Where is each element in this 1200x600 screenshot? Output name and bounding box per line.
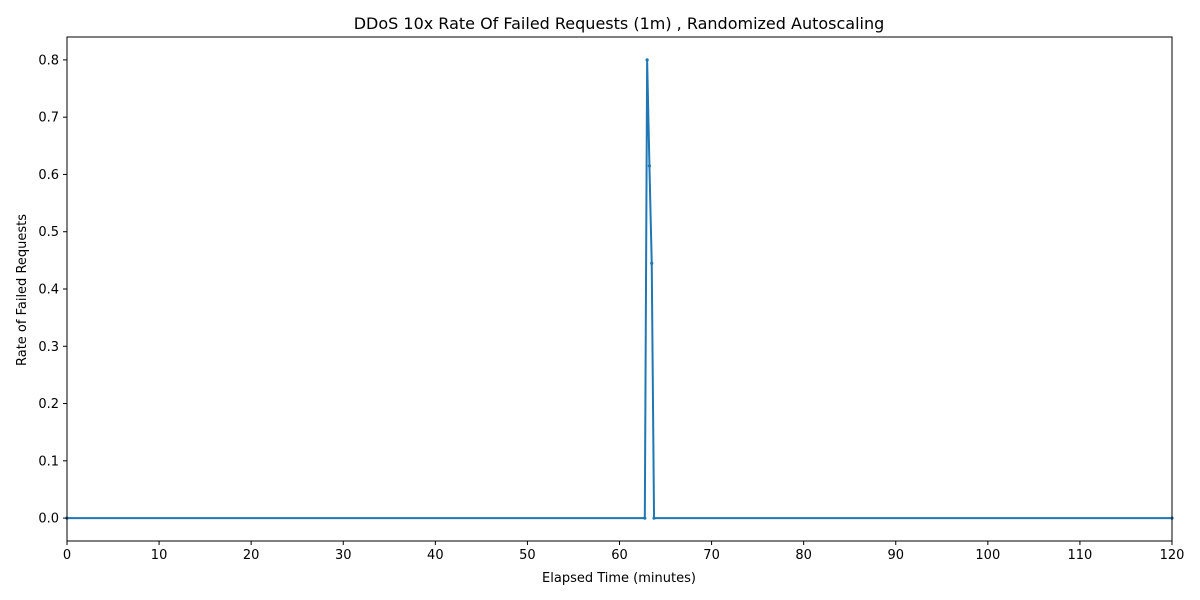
plot-frame xyxy=(66,36,1173,542)
data-point xyxy=(643,516,647,520)
x-tick-label: 50 xyxy=(519,548,536,563)
y-tick-label: 0.3 xyxy=(38,340,59,355)
plot-area xyxy=(65,36,1174,542)
chart-title: DDoS 10x Rate Of Failed Requests (1m) , … xyxy=(354,14,885,33)
x-tick-label: 80 xyxy=(795,548,812,563)
x-axis: 0 10 20 30 40 50 60 70 80 90 100 110 120 xyxy=(63,541,1185,563)
series-line xyxy=(67,58,1172,520)
y-tick-label: 0.8 xyxy=(38,53,59,68)
x-tick-label: 10 xyxy=(151,548,168,563)
x-tick-label: 120 xyxy=(1160,548,1185,563)
data-point xyxy=(650,261,654,265)
y-tick-label: 0.5 xyxy=(38,225,59,240)
x-tick-label: 90 xyxy=(887,548,904,563)
x-tick-label: 20 xyxy=(243,548,260,563)
y-tick-label: 0.4 xyxy=(38,283,59,298)
y-tick-label: 0.0 xyxy=(38,512,59,527)
data-point xyxy=(645,58,649,62)
data-point xyxy=(652,516,656,520)
x-tick-label: 0 xyxy=(63,548,71,563)
y-tick-label: 0.7 xyxy=(38,111,59,126)
x-tick-label: 40 xyxy=(427,548,444,563)
y-axis-label: Rate of Failed Requests xyxy=(15,214,30,366)
x-tick-label: 100 xyxy=(975,548,1000,563)
x-tick-label: 60 xyxy=(611,548,628,563)
x-tick-label: 110 xyxy=(1068,548,1093,563)
x-axis-label: Elapsed Time (minutes) xyxy=(542,571,696,586)
y-tick-label: 0.6 xyxy=(38,168,59,183)
data-point xyxy=(647,164,652,168)
x-tick-label: 30 xyxy=(335,548,352,563)
y-axis: 0.0 0.1 0.2 0.3 0.4 0.5 0.6 0.7 0.8 xyxy=(38,53,67,527)
y-tick-label: 0.1 xyxy=(38,454,59,469)
x-tick-label: 70 xyxy=(703,548,720,563)
y-tick-label: 0.2 xyxy=(38,397,59,412)
